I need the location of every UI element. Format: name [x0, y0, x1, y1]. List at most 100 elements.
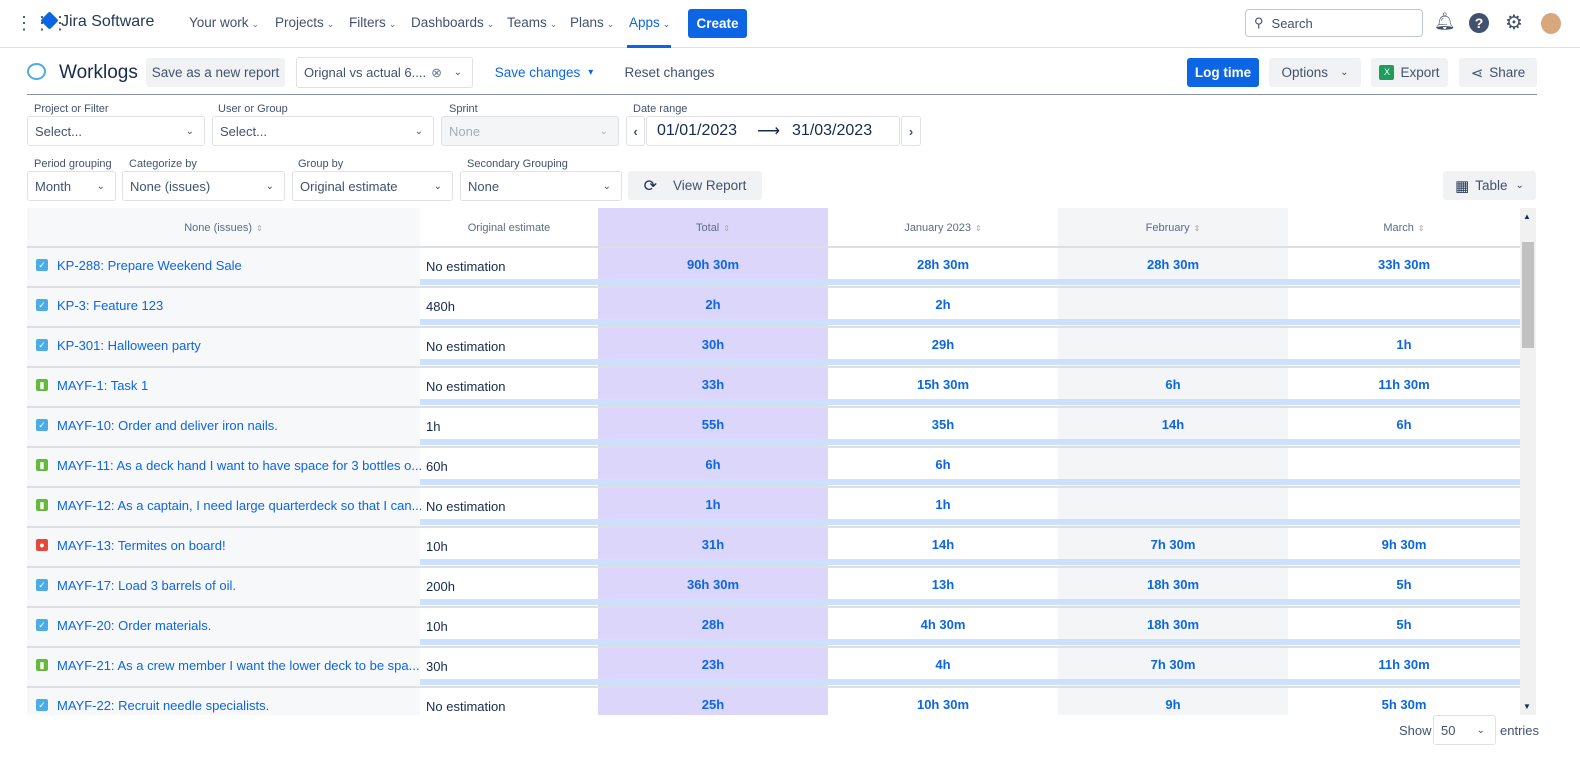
mar-hours[interactable]: 11h 30m	[1378, 376, 1430, 392]
options-button[interactable]: Options ⌄	[1269, 58, 1361, 87]
save-changes-button[interactable]: Save changes ▾	[494, 58, 594, 87]
jan-hours[interactable]: 35h	[931, 416, 955, 432]
issue-link[interactable]: KP-288: Prepare Weekend Sale	[57, 258, 242, 273]
scroll-down-icon[interactable]: ▼	[1523, 702, 1531, 711]
mar-hours[interactable]: 9h 30m	[1381, 536, 1427, 552]
mar-hours[interactable]	[1288, 288, 1520, 320]
save-as-new-report-button[interactable]: Save as a new report	[146, 58, 285, 87]
jan-hours[interactable]: 4h	[935, 656, 951, 672]
total-hours[interactable]: 33h	[701, 376, 725, 392]
sort-icon[interactable]: ⇕	[974, 223, 982, 233]
sort-icon[interactable]: ⇕	[723, 223, 730, 233]
clear-icon[interactable]: ⊗	[431, 64, 442, 80]
issue-link[interactable]: MAYF-10: Order and deliver iron nails.	[57, 418, 278, 433]
jan-hours[interactable]: 14h	[931, 536, 955, 552]
previous-period-button[interactable]: ‹	[626, 116, 645, 146]
mar-hours[interactable]: 5h	[1396, 576, 1412, 592]
scrollbar-thumb[interactable]	[1522, 242, 1534, 348]
issue-link[interactable]: MAYF-20: Order materials.	[57, 618, 212, 633]
column-header-2[interactable]: Total ⇕	[598, 208, 828, 248]
sort-icon[interactable]: ⇕	[256, 223, 263, 233]
jan-hours[interactable]: 13h	[931, 576, 955, 592]
nav-item-apps[interactable]: Apps ⌄	[627, 15, 671, 48]
issue-link[interactable]: MAYF-22: Recruit needle specialists.	[57, 698, 270, 713]
report-select[interactable]: Orignal vs actual 6.... ⊗ ⌄	[296, 57, 473, 88]
issue-link[interactable]: MAYF-13: Termites on board!	[57, 538, 226, 553]
export-button[interactable]: X Export	[1371, 58, 1448, 87]
issue-link[interactable]: KP-3: Feature 123	[57, 298, 164, 313]
nav-item-projects[interactable]: Projects ⌄	[275, 15, 334, 30]
next-period-button[interactable]: ›	[901, 116, 921, 146]
feb-hours[interactable]: 7h 30m	[1150, 536, 1196, 552]
jan-hours[interactable]: 6h	[935, 456, 951, 472]
reset-changes-button[interactable]: Reset changes	[624, 65, 715, 80]
feb-hours[interactable]	[1058, 488, 1288, 520]
app-name[interactable]: Jira Software	[61, 13, 155, 30]
settings-icon[interactable]: ⚙	[1505, 12, 1523, 34]
issue-link[interactable]: KP-301: Halloween party	[57, 338, 201, 353]
mar-hours[interactable]: 11h 30m	[1378, 656, 1430, 672]
total-hours[interactable]: 28h	[701, 616, 725, 632]
nav-item-teams[interactable]: Teams ⌄	[507, 15, 557, 30]
categorize-by-select[interactable]: None (issues) ⌄	[122, 171, 285, 201]
feb-hours[interactable]	[1058, 448, 1288, 480]
view-mode-button[interactable]: ▦ Table ⌄	[1443, 171, 1536, 200]
total-hours[interactable]: 23h	[701, 656, 725, 672]
share-button[interactable]: ⋖ Share	[1459, 58, 1537, 87]
mar-hours[interactable]	[1288, 488, 1520, 520]
column-header-3[interactable]: January 2023 ⇕	[828, 208, 1058, 248]
jan-hours[interactable]: 15h 30m	[916, 376, 970, 392]
feb-hours[interactable]	[1058, 288, 1288, 320]
jan-hours[interactable]: 1h	[935, 496, 951, 512]
project-filter-select[interactable]: Select... ⌄	[27, 116, 205, 146]
issue-link[interactable]: MAYF-21: As a crew member I want the low…	[57, 658, 420, 673]
mar-hours[interactable]: 1h	[1396, 336, 1412, 352]
jan-hours[interactable]: 2h	[935, 296, 951, 312]
issue-link[interactable]: MAYF-11: As a deck hand I want to have s…	[57, 458, 423, 473]
mar-hours[interactable]: 6h	[1396, 416, 1412, 432]
nav-item-dashboards[interactable]: Dashboards ⌄	[411, 15, 494, 30]
scroll-up-icon[interactable]: ▲	[1523, 212, 1531, 221]
view-report-button[interactable]: ⟳ View Report	[628, 171, 762, 200]
issue-link[interactable]: MAYF-12: As a captain, I need large quar…	[57, 498, 423, 513]
feb-hours[interactable]: 9h	[1165, 696, 1181, 712]
jan-hours[interactable]: 10h 30m	[916, 696, 970, 712]
column-header-4[interactable]: February ⇕	[1058, 208, 1288, 248]
column-header-5[interactable]: March ⇕	[1288, 208, 1520, 248]
feb-hours[interactable]: 28h 30m	[1146, 256, 1200, 272]
create-button[interactable]: Create	[688, 9, 747, 38]
total-hours[interactable]: 6h	[705, 456, 721, 472]
total-hours[interactable]: 30h	[701, 336, 725, 352]
jan-hours[interactable]: 28h 30m	[916, 256, 970, 272]
feb-hours[interactable]: 7h 30m	[1150, 656, 1196, 672]
issue-link[interactable]: MAYF-1: Task 1	[57, 378, 149, 393]
total-hours[interactable]: 90h 30m	[686, 256, 740, 272]
date-range-input[interactable]: 01/01/2023 ⟶ 31/03/2023	[646, 116, 900, 146]
jan-hours[interactable]: 4h 30m	[920, 616, 966, 632]
total-hours[interactable]: 36h 30m	[686, 576, 740, 592]
period-grouping-select[interactable]: Month ⌄	[27, 171, 116, 201]
mar-hours[interactable]: 5h 30m	[1381, 696, 1427, 712]
entries-select[interactable]: 50 ⌄	[1433, 715, 1496, 745]
mar-hours[interactable]	[1288, 448, 1520, 480]
total-hours[interactable]: 25h	[701, 696, 725, 712]
feb-hours[interactable]: 6h	[1165, 376, 1181, 392]
total-hours[interactable]: 55h	[701, 416, 725, 432]
search-input[interactable]: ⚲ Search	[1245, 9, 1423, 37]
group-by-select[interactable]: Original estimate ⌄	[292, 171, 453, 201]
column-header-1[interactable]: Original estimate	[420, 208, 598, 248]
log-time-button[interactable]: Log time	[1187, 58, 1259, 87]
issue-link[interactable]: MAYF-17: Load 3 barrels of oil.	[57, 578, 236, 593]
nav-item-plans[interactable]: Plans ⌄	[570, 15, 614, 30]
feb-hours[interactable]	[1058, 328, 1288, 360]
notifications-icon[interactable]: 🔔︎	[1434, 12, 1456, 31]
total-hours[interactable]: 2h	[705, 296, 721, 312]
mar-hours[interactable]: 33h 30m	[1377, 256, 1431, 272]
total-hours[interactable]: 31h	[701, 536, 725, 552]
sort-icon[interactable]: ⇕	[1193, 223, 1201, 233]
total-hours[interactable]: 1h	[705, 496, 721, 512]
avatar[interactable]	[1541, 13, 1561, 34]
sort-icon[interactable]: ⇕	[1417, 223, 1425, 233]
feb-hours[interactable]: 18h 30m	[1146, 576, 1200, 592]
column-header-0[interactable]: None (issues) ⇕	[27, 208, 420, 248]
